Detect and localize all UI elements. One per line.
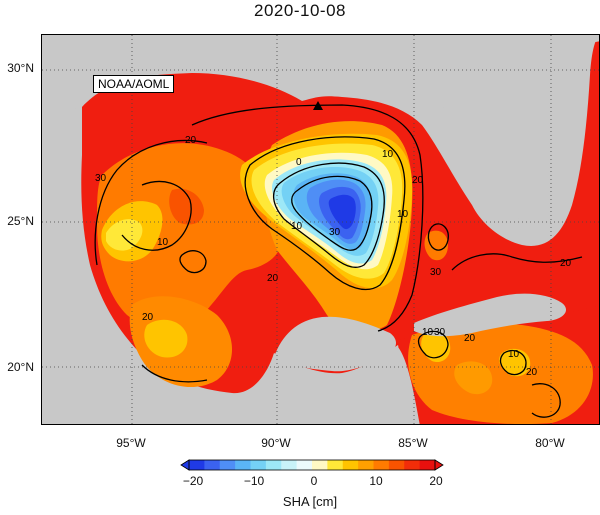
contour-label: 0 — [296, 157, 302, 168]
contour-label: 30 — [95, 173, 107, 184]
contour-label-group: 20 30 10 0 10 20 30 10 30 20 10 20 30 20… — [95, 135, 572, 378]
map-canvas: 20 30 10 0 10 20 30 10 30 20 10 20 30 20… — [42, 35, 599, 424]
orange-blob-caribbean — [454, 361, 493, 395]
lon-label-90: 90°W — [261, 436, 291, 450]
contour-label: 20 — [464, 333, 476, 344]
colorbar-segment — [189, 460, 205, 470]
contour-label: 20 — [526, 367, 538, 378]
northern-coast-land — [42, 35, 599, 155]
yucatan-land — [274, 316, 396, 372]
colorbar-tick: 20 — [429, 474, 443, 488]
colorbar-segment — [204, 460, 221, 470]
contour-label: 20 — [185, 135, 197, 146]
colorbar-segment — [342, 460, 359, 470]
colorbar-segment — [419, 460, 436, 470]
contour-label: 20 — [267, 273, 279, 284]
orange-blob-east — [424, 230, 448, 261]
yellow-blob-caribbean-2 — [499, 348, 531, 377]
colorbar-left-arrow — [180, 459, 190, 471]
colorbar-segment — [219, 460, 236, 470]
colorbar-segment — [265, 460, 282, 470]
core-blue — [328, 194, 356, 230]
florida-land — [428, 69, 540, 226]
lat-label-25: 25°N — [7, 214, 34, 228]
orange-blob-west — [169, 188, 204, 225]
colorbar-segment — [388, 460, 405, 470]
colorbar-segment — [327, 460, 344, 470]
mexico-land — [42, 155, 420, 424]
yellow-blob-south — [144, 319, 188, 358]
colorbar-tick: −20 — [182, 474, 204, 488]
contour-label: 10 — [157, 237, 169, 248]
colorbar-segment — [358, 460, 375, 470]
contour-label: 10 — [382, 149, 394, 160]
colorbar-segment — [373, 460, 390, 470]
orange-zone-west — [97, 143, 283, 330]
colorbar-tick: 0 — [310, 474, 318, 488]
colorbar-segment — [296, 460, 313, 470]
contour-lines — [94, 104, 583, 418]
orange-zone-caribbean — [408, 323, 593, 424]
lon-label-85: 85°W — [398, 436, 428, 450]
contour-label: 10 — [291, 221, 303, 232]
contour-label: 30 — [329, 227, 341, 238]
cuba-land — [414, 293, 567, 337]
map-title: 2020-10-08 — [254, 1, 346, 20]
contour-label: 10 — [508, 349, 520, 360]
colorbar-segment — [312, 460, 328, 470]
contour-label: 20 — [142, 312, 154, 323]
contour-label: 30 — [430, 267, 442, 278]
yellow-core-west — [106, 219, 143, 251]
colorbar-segment — [250, 460, 267, 470]
colorbar-segment — [404, 460, 421, 470]
contour-label: 20 — [560, 258, 572, 269]
triangle-marker — [313, 101, 323, 110]
contour-label: 10 — [422, 327, 434, 338]
lon-label-80: 80°W — [535, 436, 565, 450]
contour-label: 10 — [397, 209, 409, 220]
sha-map: 20 30 10 0 10 20 30 10 30 20 10 20 30 20… — [41, 34, 600, 425]
colorbar-right-arrow — [434, 459, 444, 471]
colorbar-segments — [189, 460, 436, 470]
colorbar-label: SHA [cm] — [282, 494, 338, 509]
colorbar-tick: 10 — [369, 474, 383, 488]
lon-label-95: 95°W — [116, 436, 146, 450]
colorbar-frame — [188, 459, 436, 471]
lat-label-20: 20°N — [7, 360, 34, 374]
colorbar-segment — [235, 460, 252, 470]
colorbar-tick: −10 — [243, 474, 265, 488]
contour-label: 20 — [412, 175, 424, 186]
credit-label: NOAA/AOML — [93, 75, 175, 93]
colorbar-segment — [281, 460, 298, 470]
contour-label: 30 — [434, 327, 446, 338]
lat-label-30: 30°N — [7, 61, 34, 75]
